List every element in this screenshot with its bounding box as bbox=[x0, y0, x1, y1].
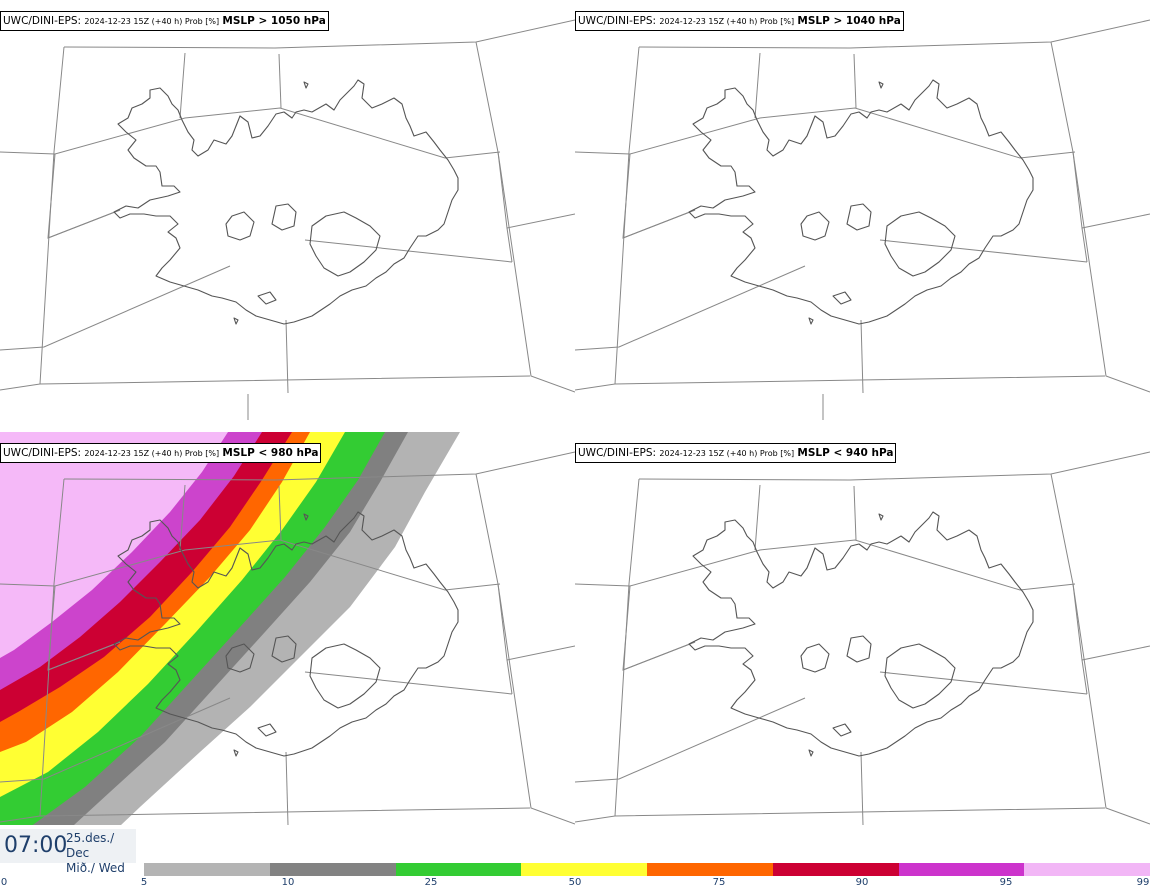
map-panel-mslp-lt-940: UWC/DINI-EPS: 2024-12-23 15Z (+40 h) Pro… bbox=[575, 432, 1150, 864]
valid-date-line2: Mið./ Wed bbox=[66, 861, 125, 875]
valid-time: 07:00 bbox=[4, 833, 68, 858]
colorbar-segment bbox=[898, 863, 1025, 876]
map-iceland bbox=[0, 19, 575, 421]
colorbar-tick-label: 5 bbox=[140, 877, 148, 888]
colorbar-segment bbox=[395, 863, 522, 876]
probability-bands bbox=[0, 432, 460, 864]
panel-title: UWC/DINI-EPS: 2024-12-23 15Z (+40 h) Pro… bbox=[0, 443, 322, 463]
map-iceland bbox=[575, 19, 1150, 421]
panel-title: UWC/DINI-EPS: 2024-12-23 15Z (+40 h) Pro… bbox=[0, 11, 329, 31]
prob-band-99 bbox=[0, 432, 228, 658]
colorbar-segment bbox=[521, 863, 647, 876]
colorbar-segment bbox=[772, 863, 899, 876]
map-panel-mslp-lt-980: UWC/DINI-EPS: 2024-12-23 15Z (+40 h) Pro… bbox=[0, 432, 575, 864]
colorbar-tick-label: 99 bbox=[1136, 877, 1150, 888]
colorbar-tick-label: 75 bbox=[712, 877, 726, 888]
colorbar-tick-label: 25 bbox=[424, 877, 438, 888]
colorbar-tick-label: 95 bbox=[999, 877, 1013, 888]
valid-date: 25.des./ Dec Mið./ Wed bbox=[66, 831, 136, 876]
colorbar-segment bbox=[144, 863, 270, 876]
colorbar-tick-label: 90 bbox=[855, 877, 869, 888]
legend-area: 07:00 25.des./ Dec Mið./ Wed 0 5 10 25 50 75 9… bbox=[0, 825, 1150, 891]
map-panel-mslp-gt-1040: UWC/DINI-EPS: 2024-12-23 15Z (+40 h) Pro… bbox=[575, 0, 1150, 432]
colorbar-tick-label: 50 bbox=[568, 877, 582, 888]
panel-title: UWC/DINI-EPS: 2024-12-23 15Z (+40 h) Pro… bbox=[575, 11, 904, 31]
panel-title: UWC/DINI-EPS: 2024-12-23 15Z (+40 h) Pro… bbox=[575, 443, 897, 463]
colorbar-segment bbox=[1024, 863, 1150, 876]
colorbar-segment bbox=[647, 863, 773, 876]
probability-colorbar bbox=[144, 863, 1150, 876]
map-iceland bbox=[575, 451, 1150, 853]
colorbar-tick-label: 0 bbox=[0, 877, 8, 888]
map-panel-mslp-gt-1050: UWC/DINI-EPS: 2024-12-23 15Z (+40 h) Pro… bbox=[0, 0, 575, 432]
valid-time-box: 07:00 25.des./ Dec Mið./ Wed bbox=[0, 829, 136, 875]
colorbar-tick-label: 10 bbox=[281, 877, 295, 888]
map-iceland-probability bbox=[0, 432, 575, 864]
colorbar-segment bbox=[269, 863, 396, 876]
valid-date-line1: 25.des./ Dec bbox=[66, 831, 115, 860]
